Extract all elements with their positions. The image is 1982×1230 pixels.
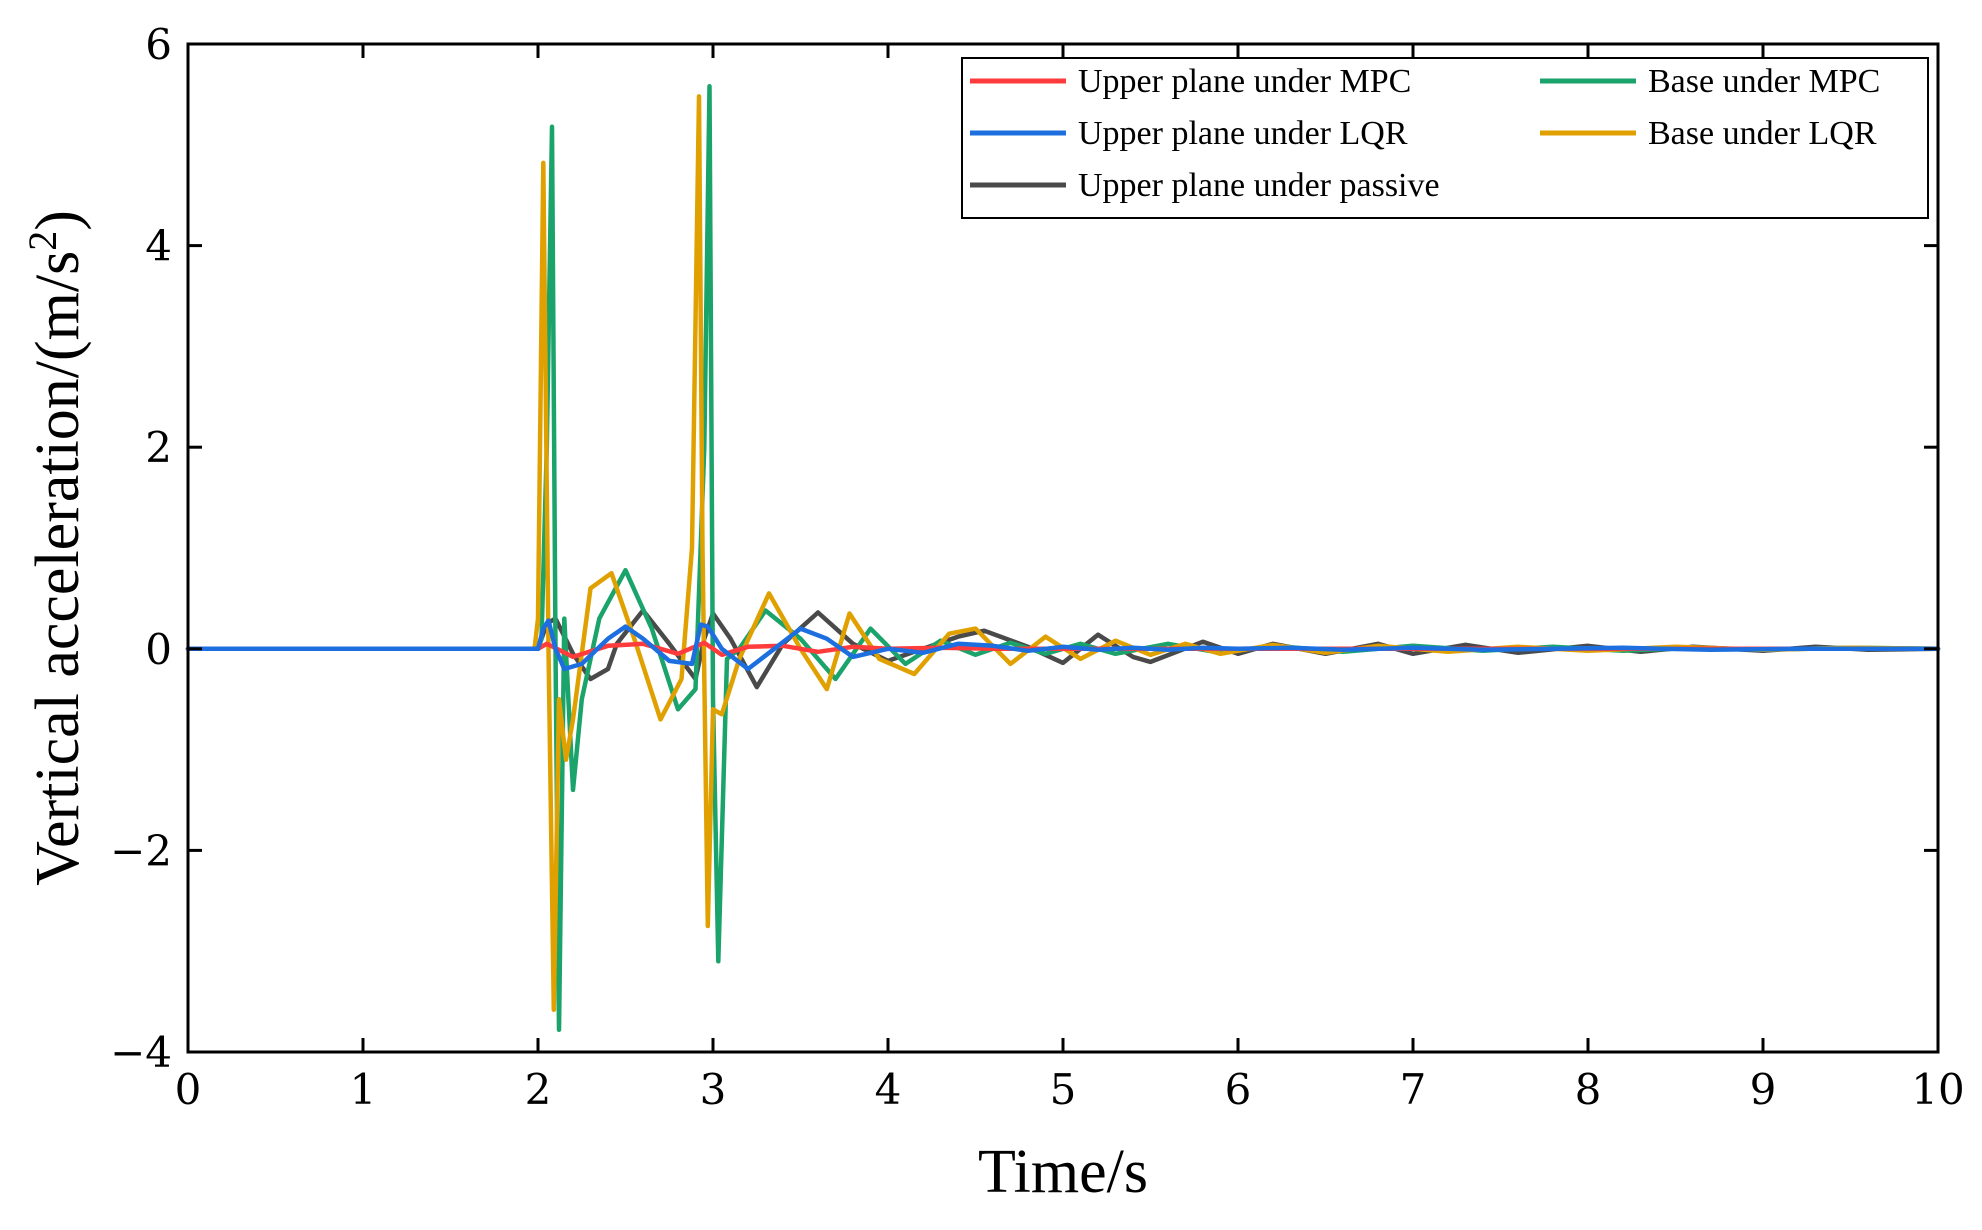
y-axis-label-main: Vertical acceleration/(m/s — [24, 251, 92, 886]
legend-label-2: Base under LQR — [1648, 115, 1877, 152]
series-line-0 — [185, 608, 1941, 690]
x-tick-label: 7 — [1400, 1065, 1427, 1114]
series-line-1 — [185, 84, 1941, 1033]
y-axis-label: Vertical acceleration/(m/s2) — [20, 210, 92, 886]
legend-label-0: Upper plane under passive — [1078, 167, 1440, 204]
y-tick-label: 4 — [145, 222, 172, 271]
y-tick-label: 6 — [145, 20, 172, 69]
x-tick-label: 8 — [1575, 1065, 1602, 1114]
y-tick-label: 2 — [145, 423, 172, 472]
x-axis-label: Time/s — [978, 1138, 1148, 1206]
legend-label-3: Upper plane under MPC — [1078, 63, 1411, 100]
y-axis-label-tail: ) — [24, 210, 92, 231]
x-tick-label: 1 — [350, 1065, 377, 1114]
legend-label-4: Upper plane under LQR — [1078, 115, 1408, 152]
x-tick-label: 10 — [1911, 1065, 1964, 1114]
legend: Upper plane under passive Base under MPC B… — [961, 57, 1929, 219]
y-tick-label: −2 — [110, 826, 172, 875]
x-tick-label: 3 — [700, 1065, 727, 1114]
y-axis-label-superscript: 2 — [20, 231, 65, 251]
series-line-4 — [185, 618, 1941, 672]
legend-box — [961, 57, 1929, 219]
series-layer — [185, 84, 1941, 1033]
x-tick-label: 4 — [875, 1065, 902, 1114]
x-tick-label: 6 — [1225, 1065, 1252, 1114]
legend-label-1: Base under MPC — [1648, 63, 1880, 100]
x-tick-label: 2 — [525, 1065, 552, 1114]
axes-layer: 0 1 2 3 4 5 6 7 8 9 10 −4 −2 0 2 4 6 — [110, 20, 1965, 1114]
y-tick-label: 0 — [145, 625, 172, 674]
x-tick-label: 5 — [1050, 1065, 1077, 1114]
series-line-2 — [185, 94, 1941, 1012]
x-tick-label: 0 — [175, 1065, 202, 1114]
y-tick-label: −4 — [110, 1028, 172, 1077]
x-tick-label: 9 — [1750, 1065, 1777, 1114]
